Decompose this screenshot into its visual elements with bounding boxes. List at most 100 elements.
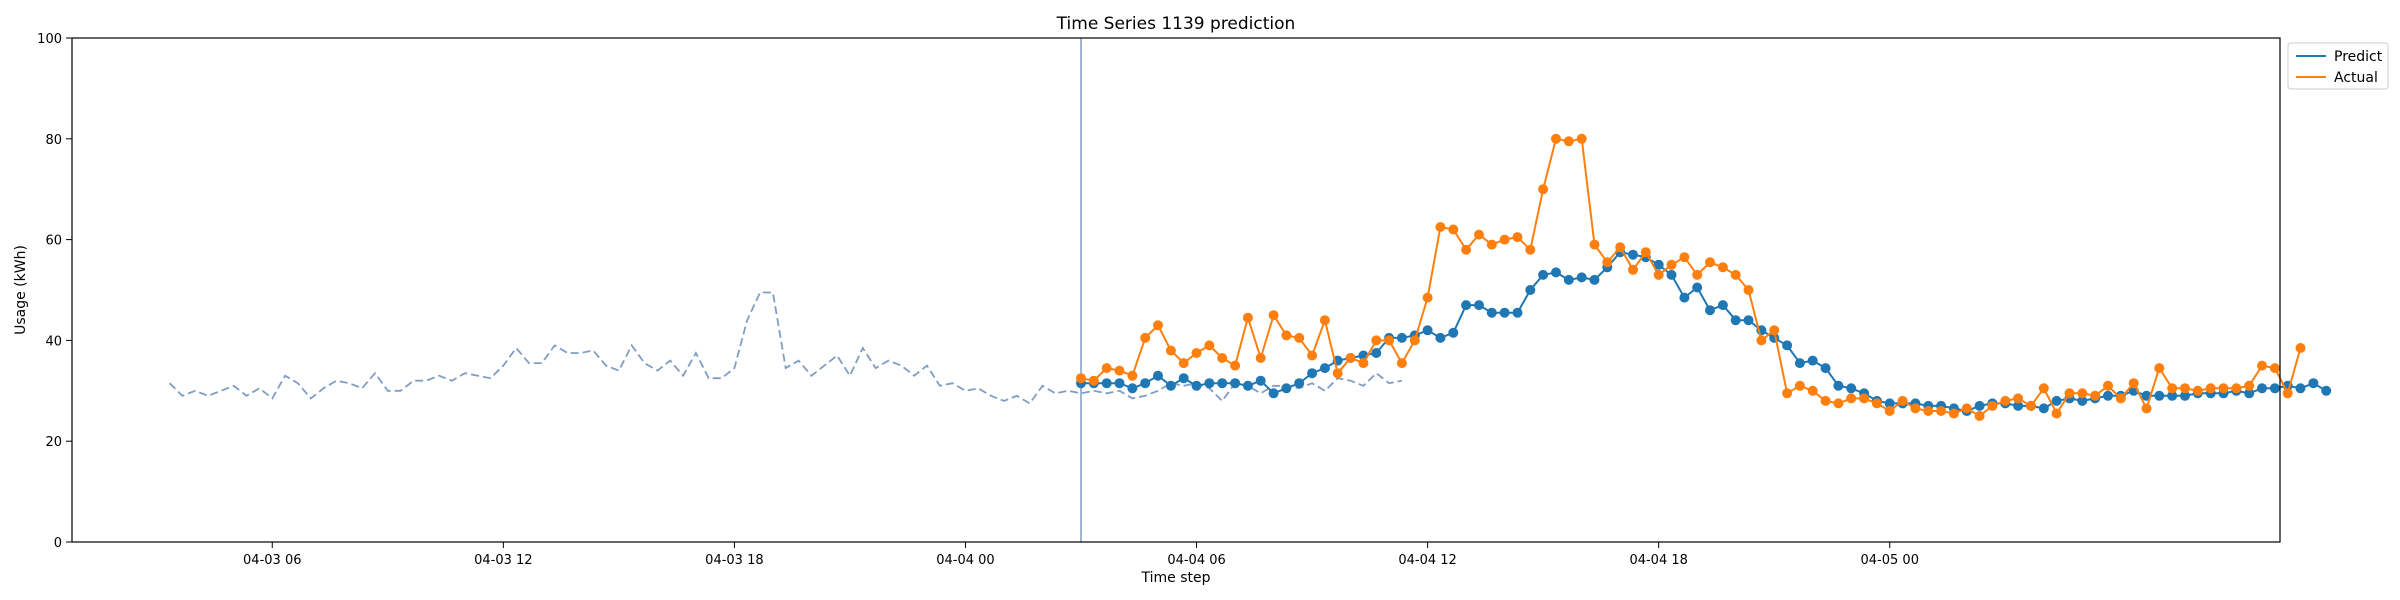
predict-point [1474,300,1484,311]
actual-point [1743,285,1754,295]
actual-point [1538,184,1549,195]
actual-point [1204,340,1215,351]
predict-point [1242,380,1253,391]
y-tick-label: 60 [45,234,62,249]
predict-point [2321,385,2332,396]
x-tick-label: 04-03 12 [474,553,532,568]
actual-point [1242,312,1253,323]
predict-point [1396,332,1407,343]
predict-point [1705,305,1715,316]
legend-predict-label: Predict [2334,49,2383,65]
actual-point [1101,363,1112,374]
predict-point [2257,383,2267,394]
predict-point [2244,388,2255,399]
predict-point [2269,383,2280,394]
actual-point [2038,383,2049,394]
y-tick-label: 80 [45,133,62,148]
predict-point [1153,370,1163,381]
predict-point [1743,315,1754,326]
predict-point [1499,307,1510,318]
predict-point [1127,383,1138,394]
predict-point [2154,390,2165,401]
actual-point [1589,239,1600,250]
y-tick-label: 0 [54,536,62,551]
actual-point [1640,247,1651,258]
predict-point [1486,307,1497,318]
x-tick-label: 04-04 00 [936,553,994,568]
actual-point [1782,388,1793,399]
predict-point [2167,390,2178,401]
actual-point [1153,320,1163,331]
predict-point [2308,378,2319,389]
actual-point [2077,388,2088,399]
actual-point [1358,358,1369,369]
predict-point [2038,403,2049,414]
actual-point [1268,310,1279,321]
predict-point [1512,307,1523,318]
predict-point [1268,388,1279,399]
actual-point [2205,383,2216,394]
x-tick-label: 04-05 00 [1861,553,1919,568]
actual-point [1294,332,1305,343]
actual-point [1833,398,1844,409]
actual-point [2115,393,2126,404]
actual-point [1859,393,1870,404]
actual-point [1948,408,1959,419]
actual-point [2192,385,2203,396]
predict-point [1435,332,1446,343]
actual-point [1499,234,1510,245]
actual-point [1422,292,1433,303]
predict-point [1884,398,1895,409]
predict-point [1692,282,1703,293]
predict-point [1666,269,1677,280]
actual-point [1871,398,1882,409]
x-tick-label: 04-04 06 [1167,553,1225,568]
actual-point [1178,358,1189,369]
history-line [168,291,1403,405]
actual-point [1730,269,1741,280]
actual-point [1384,335,1395,346]
predict-point [1730,315,1741,326]
y-tick-label: 40 [45,334,62,349]
actual-point [2167,383,2178,394]
predict-point [1101,378,1112,389]
actual-point [2141,403,2152,414]
actual-point [1255,353,1266,363]
actual-point [1551,133,1561,144]
actual-point [1923,406,1934,416]
actual-point [2244,380,2255,391]
actual-point [1345,353,1356,363]
actual-point [2257,360,2267,371]
predict-point [1371,348,1382,358]
actual-point [1794,380,1805,391]
actual-point [1230,360,1241,371]
actual-point [1396,358,1407,369]
predict-point [1833,380,1844,391]
predict-point [1281,383,1292,394]
predict-point [1217,378,1228,389]
actual-point [2090,390,2101,401]
predict-point [1461,300,1472,311]
actual-point [2282,388,2293,399]
actual-point [1486,239,1497,250]
actual-line [1080,137,2302,418]
actual-point [1910,403,1921,414]
x-axis: 04-03 06 04-03 12 04-03 18 04-04 00 04-04 06… [243,542,1919,568]
predict-point [1794,358,1805,369]
y-tick-label: 20 [45,435,62,450]
actual-point [1679,252,1690,263]
actual-point [1653,269,1664,280]
actual-point [1461,244,1472,255]
predict-point [2077,395,2088,406]
predict-point [1140,378,1151,389]
actual-point [1769,325,1780,336]
actual-point [1974,411,1985,421]
predict-point [1204,378,1215,389]
actual-point [2128,378,2139,389]
predict-point [1294,378,1305,389]
predict-point [2013,400,2024,411]
actual-point [1602,257,1613,268]
predict-point [1653,259,1664,270]
actual-point [1884,406,1895,416]
